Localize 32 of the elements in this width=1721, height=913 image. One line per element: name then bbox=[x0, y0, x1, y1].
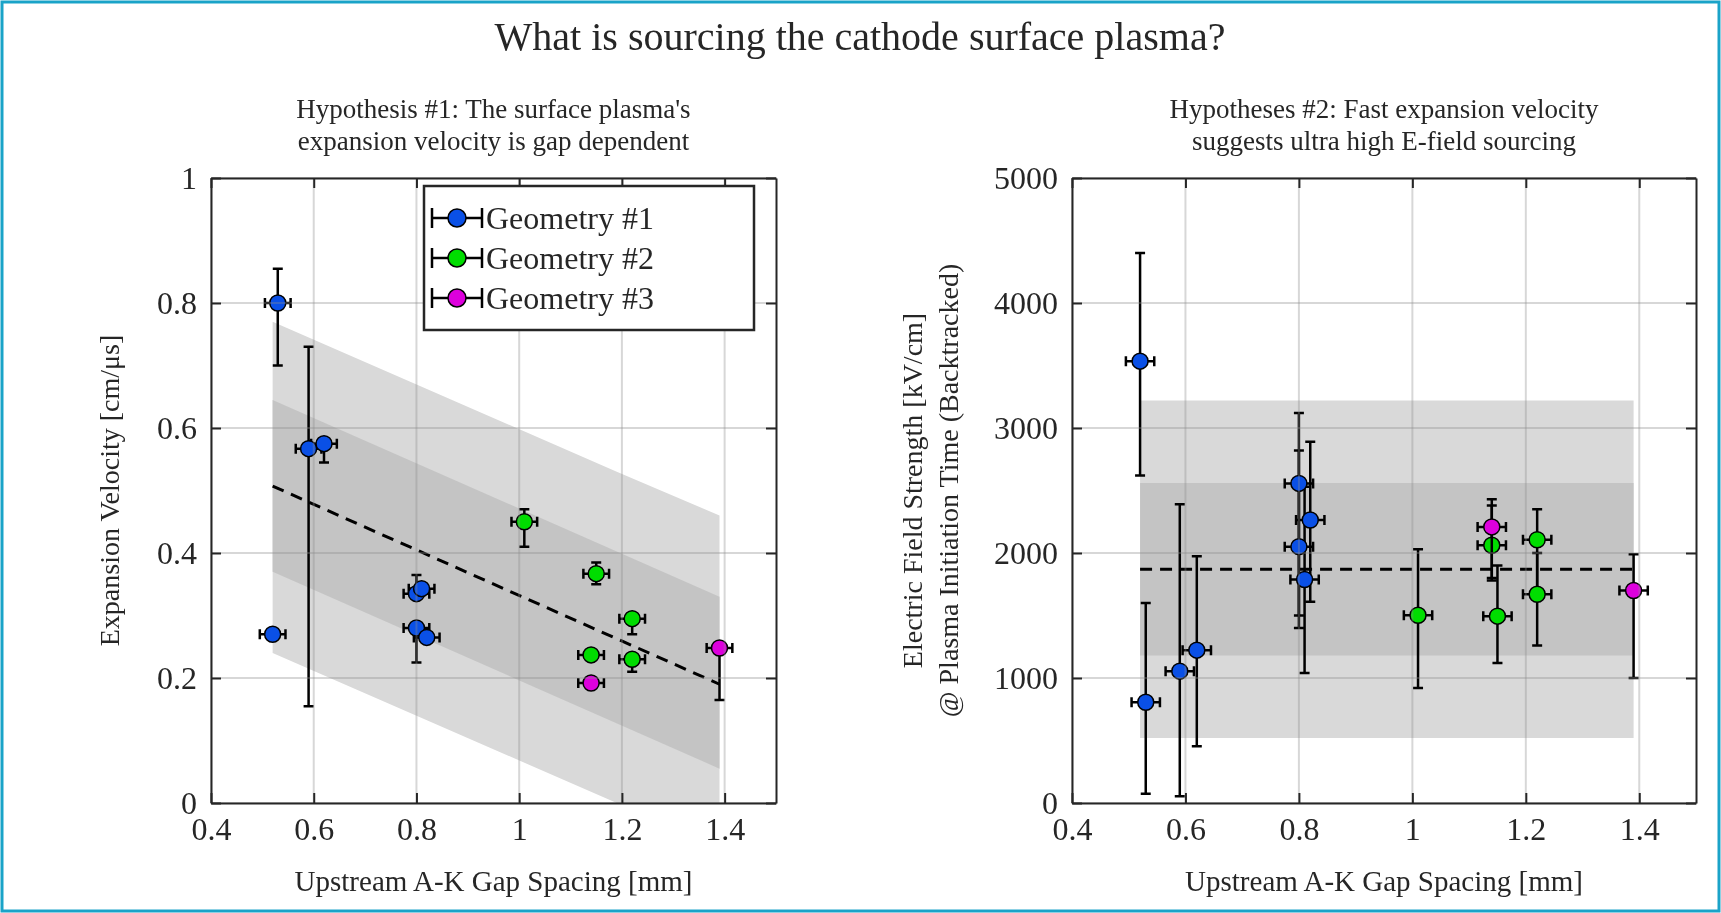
y-tick-label: 1000 bbox=[994, 659, 1058, 696]
y-tick-label: 0.6 bbox=[157, 409, 197, 446]
chart-subtitle: Hypotheses #2: Fast expansion velocity suggests ultra high E-field sourcing bbox=[1169, 94, 1599, 156]
x-axis-title: Upstream A-K Gap Spacing [mm] bbox=[1185, 865, 1583, 897]
y-axis-title: Expansion Velocity [cm/μs] bbox=[94, 334, 125, 647]
legend-label: Geometry #1 bbox=[486, 200, 654, 236]
chart-subtitle: Hypothesis #1: The surface plasma's expansion velocity is gap dependent bbox=[296, 94, 691, 156]
y-tick-label: 4000 bbox=[994, 284, 1058, 321]
y-tick-label: 0.8 bbox=[157, 284, 197, 321]
x-axis-title: Upstream A-K Gap Spacing [mm] bbox=[294, 865, 693, 897]
x-tick-label: 1.2 bbox=[1506, 810, 1547, 847]
x-tick-label: 1 bbox=[511, 810, 528, 847]
x-tick-label: 1.2 bbox=[602, 810, 643, 847]
x-tick-label: 1.4 bbox=[1619, 810, 1660, 847]
y-tick-label: 3000 bbox=[994, 409, 1058, 446]
x-tick-label: 0.6 bbox=[1165, 810, 1206, 847]
x-tick-label: 0.8 bbox=[1279, 810, 1320, 847]
y-tick-label: 0 bbox=[1042, 784, 1058, 821]
legend-label: Geometry #2 bbox=[486, 240, 654, 276]
x-tick-label: 1.4 bbox=[705, 810, 746, 847]
x-tick-label: 0.8 bbox=[396, 810, 437, 847]
x-tick-label: 1 bbox=[1404, 810, 1421, 847]
legend-label: Geometry #3 bbox=[486, 280, 654, 316]
y-tick-label: 1 bbox=[181, 159, 197, 196]
x-tick-label: 0.6 bbox=[294, 810, 335, 847]
text: What is sourcing the cathode surface plasma? bbox=[494, 14, 1226, 59]
y-tick-label: 5000 bbox=[994, 159, 1058, 196]
y-axis-title: Electric Field Strength [kV/cm] @ Plasma Initiation Time (Backtracked) bbox=[897, 263, 964, 718]
y-tick-label: 0.2 bbox=[157, 659, 197, 696]
y-tick-label: 0.4 bbox=[157, 534, 197, 571]
y-tick-label: 0 bbox=[181, 784, 197, 821]
y-tick-label: 2000 bbox=[994, 534, 1058, 571]
